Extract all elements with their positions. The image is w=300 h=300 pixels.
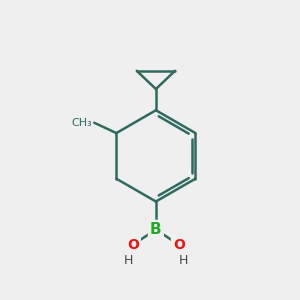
Text: CH₃: CH₃	[71, 118, 92, 128]
Text: O: O	[173, 238, 185, 252]
Text: H: H	[178, 254, 188, 267]
Text: O: O	[127, 238, 139, 252]
Text: H: H	[124, 254, 133, 267]
Text: B: B	[150, 222, 162, 237]
